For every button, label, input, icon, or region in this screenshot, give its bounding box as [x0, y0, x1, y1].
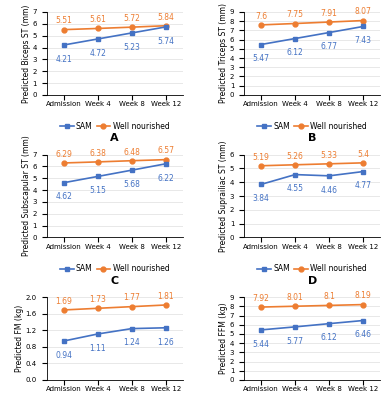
Text: B: B [308, 133, 316, 143]
Text: 1.69: 1.69 [55, 297, 72, 306]
Text: 1.81: 1.81 [158, 292, 174, 301]
Text: 1.77: 1.77 [123, 294, 140, 302]
Text: 6.48: 6.48 [123, 148, 140, 156]
Text: 5.84: 5.84 [157, 12, 174, 22]
Text: 1.73: 1.73 [89, 295, 106, 304]
Text: 7.6: 7.6 [255, 12, 267, 21]
Text: 5.15: 5.15 [89, 186, 106, 195]
Text: 5.51: 5.51 [55, 16, 72, 26]
Text: 7.75: 7.75 [287, 10, 304, 19]
Y-axis label: Predicted Biceps ST (mm): Predicted Biceps ST (mm) [22, 4, 31, 103]
Text: 6.22: 6.22 [158, 174, 174, 182]
Text: 5.61: 5.61 [89, 15, 106, 24]
Text: 5.33: 5.33 [320, 151, 338, 160]
Text: 4.72: 4.72 [89, 49, 106, 58]
Text: 5.47: 5.47 [253, 54, 270, 63]
Text: 4.55: 4.55 [287, 184, 304, 193]
Text: 4.77: 4.77 [355, 181, 372, 190]
Text: 8.1: 8.1 [323, 292, 335, 301]
Text: 0.94: 0.94 [55, 351, 72, 360]
Text: 7.43: 7.43 [355, 36, 372, 45]
Text: 4.21: 4.21 [55, 55, 72, 64]
Text: 6.77: 6.77 [320, 42, 338, 51]
Text: 8.01: 8.01 [287, 293, 303, 302]
Text: 6.12: 6.12 [321, 333, 338, 342]
Text: 6.46: 6.46 [355, 330, 372, 339]
Text: 6.12: 6.12 [287, 48, 303, 57]
Text: 6.29: 6.29 [55, 150, 72, 159]
Text: D: D [308, 276, 317, 286]
Legend: SAM, Well nourished: SAM, Well nourished [60, 264, 169, 274]
Text: 5.44: 5.44 [253, 340, 270, 349]
Text: 7.92: 7.92 [253, 294, 270, 303]
Text: 5.26: 5.26 [287, 152, 303, 161]
Text: 5.77: 5.77 [287, 336, 304, 346]
Text: 4.46: 4.46 [320, 186, 338, 194]
Legend: SAM, Well nourished: SAM, Well nourished [60, 122, 169, 131]
Text: 5.72: 5.72 [123, 14, 140, 23]
Y-axis label: Predicted FFM (kg): Predicted FFM (kg) [220, 303, 229, 374]
Y-axis label: Predicted Triceps ST (mm): Predicted Triceps ST (mm) [220, 4, 229, 104]
Text: 1.26: 1.26 [158, 338, 174, 346]
Text: 8.07: 8.07 [355, 7, 372, 16]
Text: C: C [111, 276, 119, 286]
Text: 3.84: 3.84 [253, 194, 270, 203]
Legend: SAM, Well nourished: SAM, Well nourished [258, 122, 367, 131]
Text: 6.38: 6.38 [89, 149, 106, 158]
Text: 7.91: 7.91 [321, 9, 338, 18]
Text: 5.74: 5.74 [157, 37, 174, 46]
Text: 1.24: 1.24 [123, 338, 140, 347]
Y-axis label: Predicted Subscapular ST (mm): Predicted Subscapular ST (mm) [22, 136, 31, 256]
Text: 5.19: 5.19 [253, 152, 270, 162]
Text: A: A [110, 133, 119, 143]
Text: 6.57: 6.57 [157, 146, 174, 156]
Text: 5.4: 5.4 [357, 150, 369, 159]
Text: 5.23: 5.23 [123, 43, 140, 52]
Text: 4.62: 4.62 [55, 192, 72, 202]
Y-axis label: Predicted FM (kg): Predicted FM (kg) [15, 305, 24, 372]
Text: 5.68: 5.68 [123, 180, 140, 189]
Text: 8.19: 8.19 [355, 292, 372, 300]
Y-axis label: Predicted Suprailiac ST (mm): Predicted Suprailiac ST (mm) [220, 140, 229, 252]
Legend: SAM, Well nourished: SAM, Well nourished [258, 264, 367, 274]
Text: 1.11: 1.11 [89, 344, 106, 353]
